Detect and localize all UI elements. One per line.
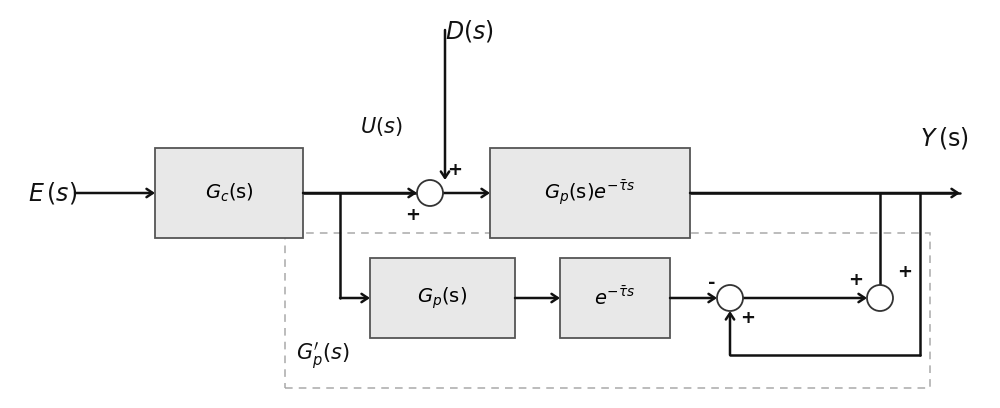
Text: +: + — [848, 271, 864, 289]
Text: $U(s)$: $U(s)$ — [360, 115, 403, 138]
Text: $Y\,(\mathrm{s})$: $Y\,(\mathrm{s})$ — [920, 125, 969, 151]
Text: $E\,(s)$: $E\,(s)$ — [28, 180, 77, 206]
Bar — [560, 258, 670, 338]
Text: $D(s)$: $D(s)$ — [445, 18, 494, 44]
Text: -: - — [708, 274, 716, 292]
Text: +: + — [898, 263, 912, 281]
Bar — [155, 148, 303, 238]
Text: $G_p(\mathrm{s})e^{-\bar{\tau}s}$: $G_p(\mathrm{s})e^{-\bar{\tau}s}$ — [544, 179, 636, 207]
Text: $G_p(\mathrm{s})$: $G_p(\mathrm{s})$ — [417, 285, 468, 311]
Text: $G_c(\mathrm{s})$: $G_c(\mathrm{s})$ — [205, 182, 253, 204]
Bar — [370, 258, 515, 338]
Bar — [490, 148, 690, 238]
Circle shape — [867, 285, 893, 311]
Text: $e^{-\bar{\tau}s}$: $e^{-\bar{\tau}s}$ — [594, 287, 636, 309]
Text: +: + — [448, 161, 462, 179]
Circle shape — [717, 285, 743, 311]
Text: +: + — [406, 206, 420, 224]
Text: +: + — [740, 309, 756, 327]
Circle shape — [417, 180, 443, 206]
Bar — [285, 233, 930, 388]
Text: $G^{\prime}_p(s)$: $G^{\prime}_p(s)$ — [296, 341, 349, 372]
